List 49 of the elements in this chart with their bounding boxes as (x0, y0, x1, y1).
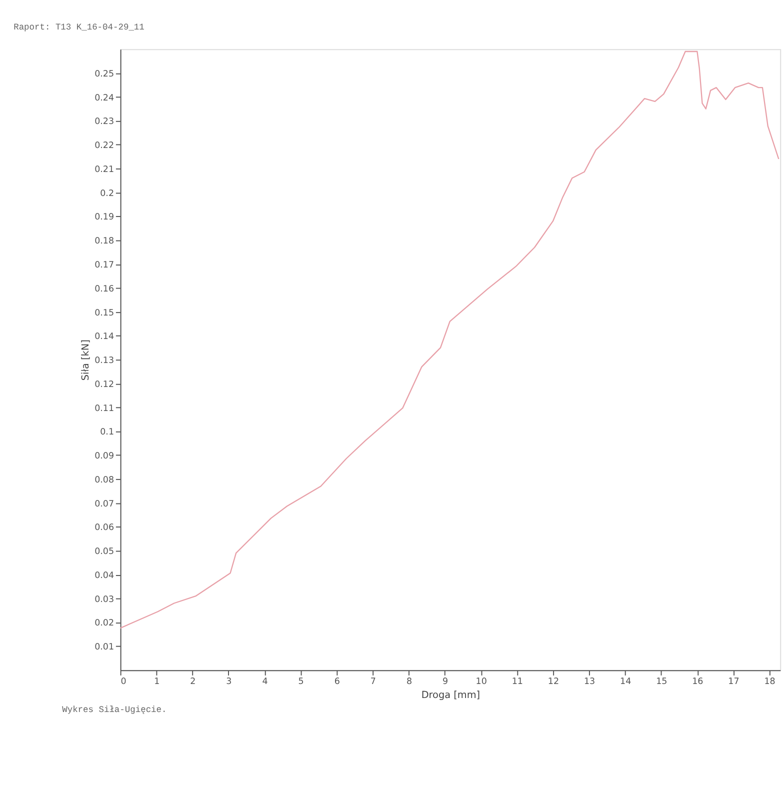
y-tick-label: 0.17 (94, 260, 114, 270)
x-tick-label: 7 (370, 677, 376, 688)
text: Wykres Siła-Ugięcie. (62, 704, 167, 715)
line-series (120, 50, 780, 629)
x-tick-label: 0 (120, 677, 126, 688)
y-axis-title: Siła [kN] (80, 340, 92, 381)
x-tick-label: 14 (620, 677, 632, 688)
y-tick-label: 0.11 (94, 404, 114, 414)
y-tick-label: 0.19 (94, 212, 114, 223)
x-tick-label: 6 (334, 677, 340, 688)
x-tick-label: 13 (584, 677, 596, 688)
y-tick-label: 0.25 (94, 69, 114, 80)
x-tick-label: 1 (154, 677, 160, 688)
y-tick-label: 0.01 (94, 642, 114, 653)
y-tick-label: 0.18 (94, 236, 114, 247)
y-tick-label: 0.2 (100, 188, 114, 199)
y-tick-label: 0.02 (94, 618, 114, 629)
x-tick-label: 11 (512, 677, 523, 688)
y-tick-label: 0.23 (94, 117, 114, 128)
y-tick-label: 0.12 (94, 380, 114, 390)
y-tick-label: 0.04 (94, 570, 114, 581)
y-tick-label: 0.09 (94, 452, 114, 462)
y-tick-label: 0.06 (94, 523, 114, 534)
y-tick-label: 0.21 (94, 164, 114, 175)
x-tick-label: 10 (476, 677, 487, 688)
chart-title: Raport: T13 K_16-04-29_11 (14, 22, 144, 33)
x-tick-label: 4 (262, 677, 268, 688)
y-tick-label: 0.16 (94, 284, 114, 294)
y-tick-label: 0.1 (100, 428, 114, 438)
y-tick-label: 0.14 (94, 332, 114, 342)
x-tick-label: 17 (728, 677, 740, 688)
x-axis-title: Droga [mm] (421, 690, 480, 701)
y-tick-label: 0.08 (94, 475, 114, 486)
y-tick-label: 0.22 (94, 141, 114, 152)
y-tick-label: 0.13 (94, 356, 114, 366)
y-tick-label: 0.15 (94, 308, 114, 318)
x-tick-label: 18 (764, 677, 776, 688)
x-tick-label: 3 (226, 677, 232, 688)
x-tick-label: 5 (298, 677, 304, 688)
y-tick-label: 0.24 (94, 93, 114, 104)
x-tick-label: 12 (548, 677, 560, 688)
x-tick-label: 16 (692, 677, 704, 688)
x-tick-label: 9 (442, 677, 448, 688)
x-tick-label: 8 (406, 677, 412, 688)
x-tick-label: 2 (190, 677, 196, 688)
y-tick-label: 0.05 (94, 547, 114, 558)
x-tick-label: 15 (656, 677, 668, 688)
y-tick-label: 0.03 (94, 594, 114, 605)
y-tick-label: 0.07 (94, 499, 114, 510)
